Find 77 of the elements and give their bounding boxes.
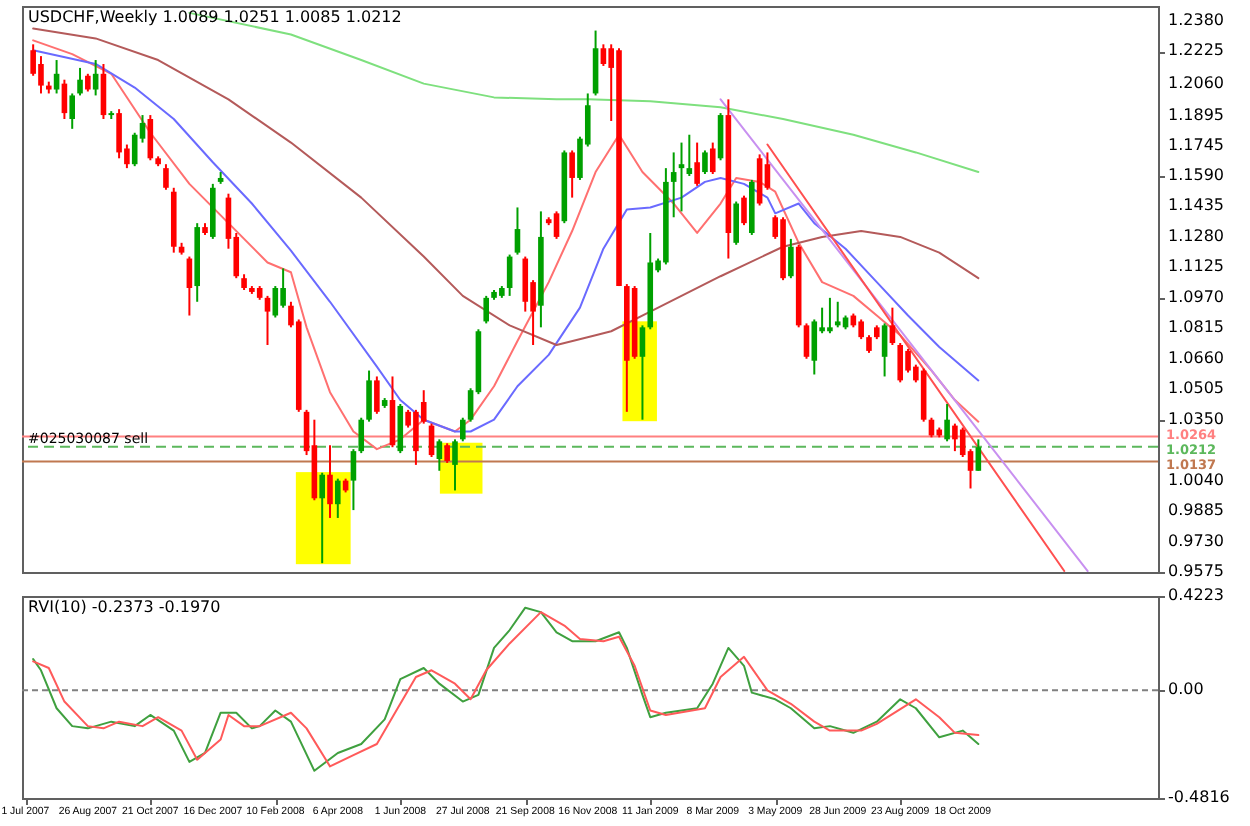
- y-tick-label: 1.2060: [1168, 73, 1224, 92]
- y-tick-label: 1.2380: [1168, 10, 1224, 29]
- y-tick-label: 1.1895: [1168, 106, 1224, 125]
- y-tick-label: 0.9730: [1168, 531, 1224, 550]
- y-tick-label: 1.2225: [1168, 41, 1224, 60]
- candlestick: [694, 141, 700, 187]
- y-tick-label: 1.1745: [1168, 135, 1224, 154]
- candlestick: [459, 416, 466, 443]
- candlestick: [811, 318, 818, 376]
- candlestick: [69, 92, 76, 130]
- candlestick: [788, 237, 794, 280]
- candlestick: [975, 438, 982, 472]
- candlestick: [678, 141, 685, 213]
- candlestick: [827, 296, 833, 335]
- candlestick: [514, 206, 521, 256]
- candlestick: [413, 408, 419, 466]
- candlestick: [77, 66, 83, 97]
- y-tick-label: 1.1435: [1168, 196, 1224, 215]
- candlestick: [327, 444, 333, 519]
- candlestick: [131, 131, 138, 168]
- candlestick: [569, 149, 575, 199]
- candlestick: [639, 324, 646, 421]
- candlestick: [374, 375, 380, 415]
- candlestick: [272, 285, 279, 319]
- candlestick: [397, 402, 404, 455]
- candlestick: [483, 294, 490, 325]
- candlestick: [889, 306, 896, 347]
- chart-title: USDCHF,Weekly 1.0089 1.0251 1.0085 1.0212: [28, 8, 402, 26]
- y-tick-label: 0.9575: [1168, 562, 1224, 580]
- candlestick: [702, 149, 708, 176]
- candlestick: [756, 153, 763, 207]
- candlestick: [38, 55, 44, 95]
- candlestick: [116, 108, 122, 160]
- candlestick: [319, 471, 325, 565]
- candlestick: [858, 318, 864, 341]
- y-tick-label: 1.1125: [1168, 257, 1224, 276]
- candlestick: [897, 342, 904, 384]
- y-tick-label: 1.0815: [1168, 318, 1224, 337]
- candlestick: [733, 200, 739, 246]
- y-tick-label: 1.1590: [1168, 166, 1224, 184]
- candlestick: [686, 133, 693, 177]
- candlestick: [709, 141, 716, 176]
- y-tick-label: 1.0505: [1168, 379, 1224, 398]
- y-tick-label: 1.0660: [1168, 348, 1224, 367]
- candlestick: [670, 151, 677, 219]
- line-series: [32, 27, 980, 347]
- chart-title: RVI(10) -0.2373 -0.1970: [28, 598, 221, 616]
- candlestick: [522, 255, 529, 313]
- candlestick: [952, 422, 958, 453]
- candlestick: [335, 477, 341, 519]
- y-tick-label: 1.0040: [1168, 470, 1224, 489]
- candlestick: [436, 438, 443, 472]
- candlestick: [600, 43, 607, 67]
- candlestick: [92, 59, 99, 97]
- y-tick-label: 1.0350: [1168, 409, 1224, 428]
- y-tick-label: 0.00: [1168, 680, 1204, 699]
- candlestick: [905, 347, 911, 374]
- candlestick: [553, 210, 560, 240]
- y-tick-label: 0.4223: [1168, 586, 1224, 604]
- candlestick: [163, 163, 169, 191]
- y-tick-label: 1.1280: [1168, 226, 1224, 245]
- candlestick: [366, 369, 372, 423]
- candlestick: [881, 322, 888, 378]
- candlestick: [350, 448, 357, 512]
- candlestick: [53, 59, 60, 95]
- candlestick: [444, 442, 450, 464]
- candlestick: [741, 194, 747, 227]
- y-tick-label: 1.0970: [1168, 287, 1224, 306]
- candlestick: [358, 416, 365, 455]
- candlestick: [834, 300, 841, 329]
- candlestick: [452, 438, 458, 492]
- candlestick: [280, 267, 286, 309]
- candlestick: [264, 294, 271, 347]
- candlestick: [944, 402, 950, 443]
- y-tick-label: -0.4816: [1168, 788, 1230, 806]
- candlestick: [803, 322, 810, 360]
- y-tick-label: 0.9885: [1168, 501, 1224, 520]
